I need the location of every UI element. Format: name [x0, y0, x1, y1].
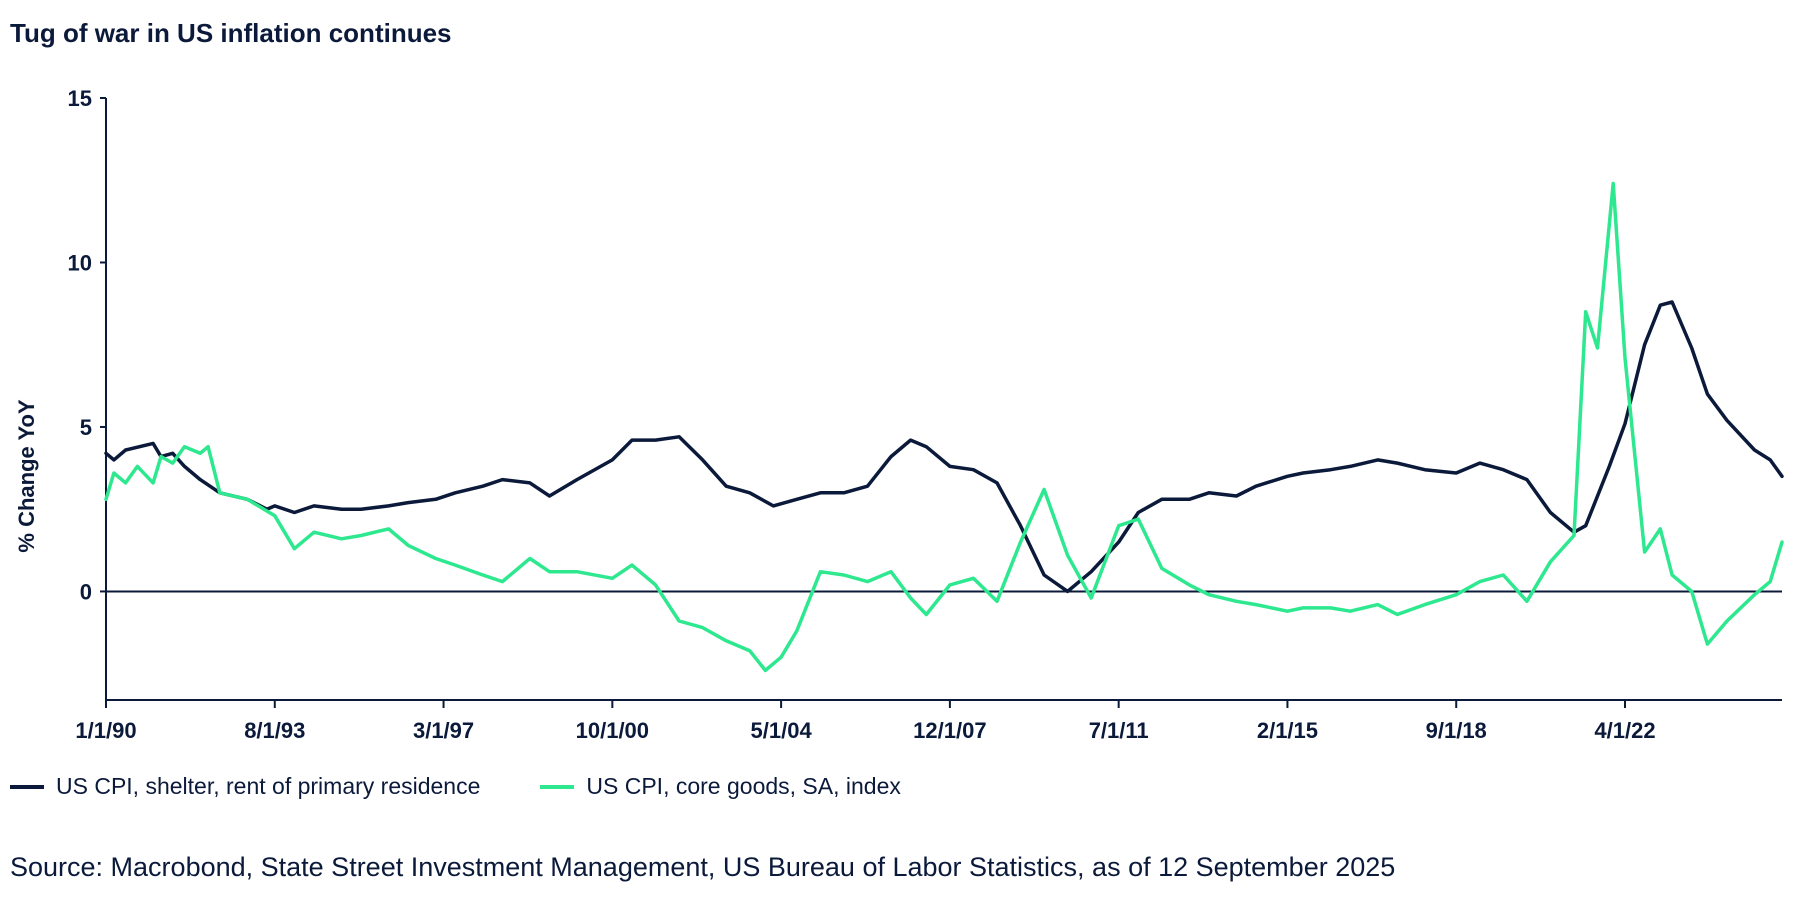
legend-swatch-core-goods [540, 784, 575, 789]
series-line-shelter [104, 300, 1784, 594]
x-tick-label: 3/1/97 [413, 718, 474, 743]
legend: US CPI, shelter, rent of primary residen… [10, 773, 961, 800]
x-tick-label: 1/1/90 [75, 718, 136, 743]
series-layer [104, 181, 1784, 673]
source-note: Source: Macrobond, State Street Investme… [10, 852, 1396, 882]
axes-layer [100, 97, 1782, 708]
x-tick-label: 7/1/11 [1089, 718, 1149, 743]
legend-item-shelter: US CPI, shelter, rent of primary residen… [10, 773, 480, 800]
x-tick-label: 12/1/07 [913, 718, 986, 743]
x-tick-label: 5/1/04 [751, 718, 813, 743]
x-tick-label: 2/1/15 [1257, 718, 1318, 743]
y-tick-label: 15 [68, 86, 92, 111]
y-tick-label: 0 [80, 579, 92, 604]
x-tick-label: 10/1/00 [576, 718, 649, 743]
legend-label-shelter: US CPI, shelter, rent of primary residen… [56, 773, 481, 799]
y-tick-label: 5 [80, 415, 92, 440]
y-axis-title: % Change YoY [14, 399, 39, 553]
legend-swatch-shelter [10, 784, 44, 789]
legend-label-core-goods: US CPI, core goods, SA, index [586, 773, 901, 799]
series-line-core-goods [104, 181, 1784, 673]
x-tick-label: 4/1/22 [1594, 718, 1655, 743]
x-tick-label: 9/1/18 [1426, 718, 1487, 743]
legend-item-core-goods: US CPI, core goods, SA, index [540, 773, 901, 800]
x-tick-label: 8/1/93 [244, 718, 305, 743]
tick-labels-layer: 0 5 10 15 1/1/90 8/1/93 3/1/97 10/1/00 5/1/04 12/… [68, 86, 1656, 743]
chart-title: Tug of war in US inflation continues [10, 18, 452, 48]
y-tick-label: 10 [68, 250, 92, 275]
